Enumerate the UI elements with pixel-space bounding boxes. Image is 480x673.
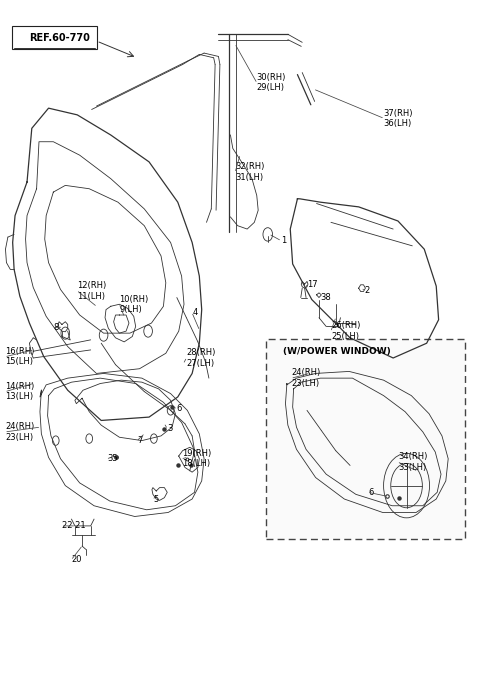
Text: 28(RH)
27(LH): 28(RH) 27(LH) xyxy=(186,349,216,367)
Text: 19(RH)
18(LH): 19(RH) 18(LH) xyxy=(181,449,211,468)
Text: (W/POWER WINDOW): (W/POWER WINDOW) xyxy=(283,347,391,356)
Text: 4: 4 xyxy=(192,308,197,318)
Text: 24(RH)
23(LH): 24(RH) 23(LH) xyxy=(5,422,35,441)
Text: 6: 6 xyxy=(177,404,182,413)
Text: 22 21: 22 21 xyxy=(62,522,85,530)
Text: 30(RH)
29(LH): 30(RH) 29(LH) xyxy=(257,73,286,92)
Text: 16(RH)
15(LH): 16(RH) 15(LH) xyxy=(5,347,35,366)
Text: 32(RH)
31(LH): 32(RH) 31(LH) xyxy=(235,162,264,182)
Text: 26(RH)
25(LH): 26(RH) 25(LH) xyxy=(331,322,360,341)
Text: 37(RH)
36(LH): 37(RH) 36(LH) xyxy=(384,108,413,128)
Text: 5: 5 xyxy=(153,495,158,503)
Text: 24(RH)
23(LH): 24(RH) 23(LH) xyxy=(292,368,321,388)
Text: 2: 2 xyxy=(364,286,370,295)
Text: 20: 20 xyxy=(72,555,82,564)
Text: 6: 6 xyxy=(368,488,373,497)
FancyBboxPatch shape xyxy=(266,339,465,539)
Text: REF.60-770: REF.60-770 xyxy=(29,32,90,42)
Text: 7: 7 xyxy=(137,436,143,445)
Text: 12(RH)
11(LH): 12(RH) 11(LH) xyxy=(77,281,107,301)
Text: 8: 8 xyxy=(53,323,59,332)
Text: 38: 38 xyxy=(321,293,331,302)
Text: 17: 17 xyxy=(307,279,318,289)
Text: 10(RH)
9(LH): 10(RH) 9(LH) xyxy=(120,295,149,314)
Text: 35: 35 xyxy=(107,454,118,463)
Text: 34(RH)
33(LH): 34(RH) 33(LH) xyxy=(398,452,427,472)
Text: 3: 3 xyxy=(167,424,173,433)
Text: 1: 1 xyxy=(281,236,286,245)
FancyBboxPatch shape xyxy=(12,26,97,49)
Text: 14(RH)
13(LH): 14(RH) 13(LH) xyxy=(5,382,35,401)
